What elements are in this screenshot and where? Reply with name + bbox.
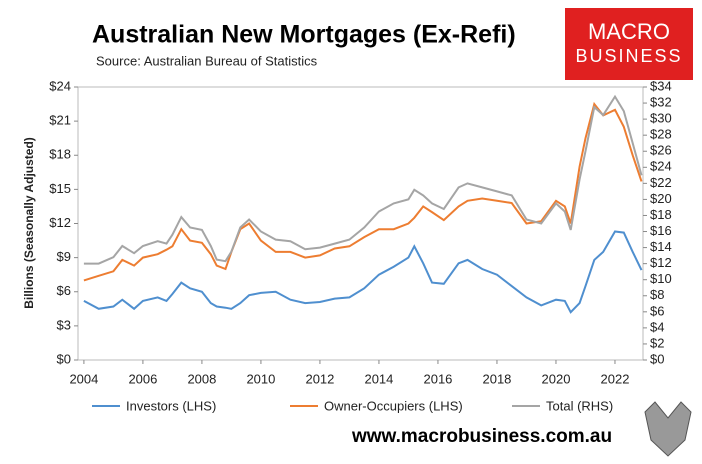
y2-tick-label: $4 xyxy=(650,319,664,334)
y-tick-label: $24 xyxy=(49,78,71,93)
y2-tick-label: $0 xyxy=(650,351,664,366)
x-tick-label: 2012 xyxy=(305,371,334,386)
chart-title: Australian New Mortgages (Ex-Refi) xyxy=(92,21,516,49)
x-tick-label: 2010 xyxy=(246,371,275,386)
series-line xyxy=(83,101,643,282)
y-tick-label: $12 xyxy=(49,215,71,230)
fox-icon xyxy=(644,401,692,457)
chart-subtitle: Source: Australian Bureau of Statistics xyxy=(96,53,318,68)
y-tick-label: $21 xyxy=(49,113,71,128)
y2-tick-label: $20 xyxy=(650,191,672,206)
y-tick-label: $18 xyxy=(49,147,71,162)
y2-tick-label: $2 xyxy=(650,335,664,350)
y2-tick-label: $24 xyxy=(650,159,672,174)
y2-tick-label: $8 xyxy=(650,287,664,302)
y2-tick-label: $14 xyxy=(650,239,672,254)
y-tick-label: $15 xyxy=(49,181,71,196)
x-tick-label: 2020 xyxy=(542,371,571,386)
y2-tick-label: $18 xyxy=(650,207,672,222)
y2-tick-label: $32 xyxy=(650,94,672,109)
y2-tick-label: $10 xyxy=(650,271,672,286)
logo-text: MACRO xyxy=(588,19,670,44)
legend-label: Investors (LHS) xyxy=(126,398,216,413)
y2-tick-label: $16 xyxy=(650,223,672,238)
x-tick-label: 2018 xyxy=(482,371,511,386)
y2-tick-label: $26 xyxy=(650,143,672,158)
y2-tick-label: $12 xyxy=(650,255,672,270)
plot-frame xyxy=(77,86,644,361)
logo-text: BUSINESS xyxy=(575,46,682,66)
y-tick-label: $9 xyxy=(57,249,71,264)
series-line xyxy=(83,94,643,265)
footer-url: www.macrobusiness.com.au xyxy=(351,426,612,447)
y-axis-label: Billions (Seasonally Adjusted) xyxy=(22,137,36,309)
x-tick-label: 2004 xyxy=(69,371,98,386)
x-tick-label: 2008 xyxy=(187,371,216,386)
y2-tick-label: $28 xyxy=(650,127,672,142)
x-tick-label: 2006 xyxy=(128,371,157,386)
series-line xyxy=(83,230,643,314)
x-tick-label: 2014 xyxy=(364,371,393,386)
y-tick-label: $6 xyxy=(57,283,71,298)
y2-tick-label: $34 xyxy=(650,78,672,93)
y-tick-label: $0 xyxy=(57,351,71,366)
x-tick-label: 2016 xyxy=(423,371,452,386)
x-tick-label: 2022 xyxy=(601,371,630,386)
legend-label: Owner-Occupiers (LHS) xyxy=(324,398,463,413)
y2-tick-label: $22 xyxy=(650,175,672,190)
y2-tick-label: $6 xyxy=(650,303,664,318)
logo-box xyxy=(565,8,693,80)
y-tick-label: $3 xyxy=(57,317,71,332)
y2-tick-label: $30 xyxy=(650,111,672,126)
legend-label: Total (RHS) xyxy=(546,398,613,413)
